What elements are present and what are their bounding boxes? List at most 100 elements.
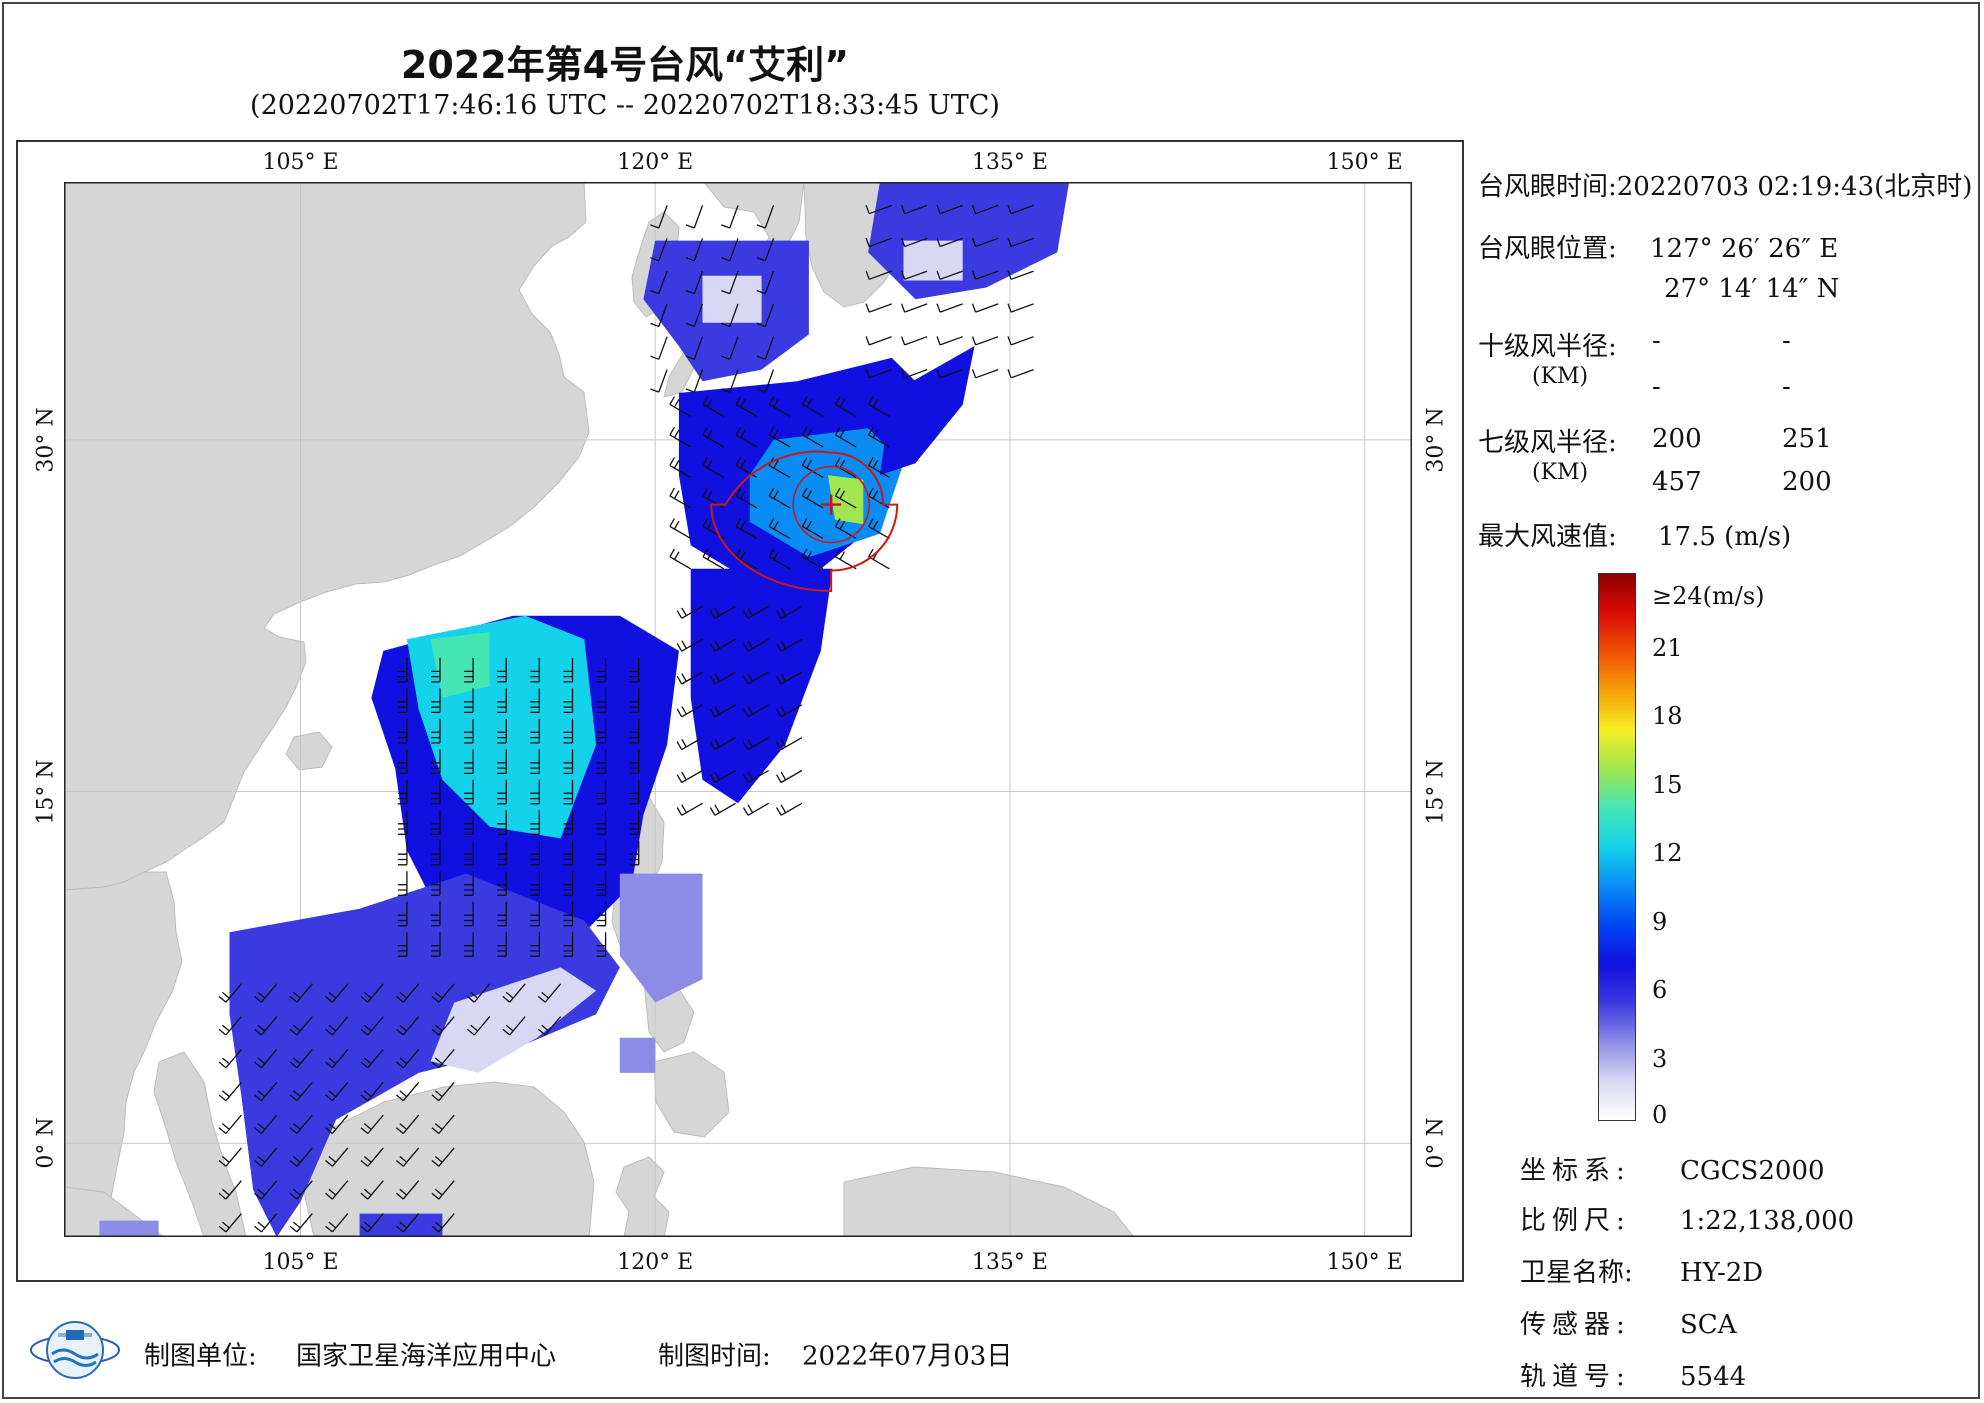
colorbar-tick-label: 0 (1652, 1101, 1668, 1129)
wind-barb (289, 1147, 313, 1167)
wind-barb (776, 769, 803, 784)
wind-barb (676, 605, 703, 619)
wind-barb (325, 1180, 349, 1200)
wind-barb (721, 303, 739, 328)
wind-barb (497, 657, 507, 683)
wind-barb (685, 238, 704, 262)
wind-barb (776, 638, 803, 652)
wind-barb (289, 1114, 313, 1134)
wind-barb (776, 704, 803, 718)
wind-barb (596, 688, 607, 714)
wind-barb (218, 1213, 242, 1233)
wind-barb (676, 638, 703, 652)
wind-barb (756, 205, 775, 229)
wind-barb (289, 1213, 313, 1233)
wind-barb (395, 1081, 420, 1102)
wind-barb (721, 336, 739, 360)
swath-patch (229, 873, 620, 1237)
wind-barb (431, 932, 441, 957)
sensor-value: SCA (1680, 1310, 1737, 1340)
wind-barb (900, 336, 928, 346)
wind-barb (431, 1114, 455, 1134)
wind-barb (563, 901, 574, 927)
wind-barb (466, 983, 491, 1003)
wind-barb (650, 369, 668, 393)
wind-barb (497, 749, 507, 775)
producer-label: 制图单位: (144, 1341, 257, 1372)
lon-label-bottom: 150° E (1326, 1250, 1403, 1275)
wind-barb (865, 303, 892, 313)
colorbar-tick-label: 15 (1652, 770, 1683, 799)
wind-barb (431, 871, 441, 896)
wind-barb (936, 368, 963, 379)
lat-label-right: 30° N (1423, 407, 1449, 473)
wind-barb (768, 548, 791, 570)
wind-barb (254, 1016, 278, 1036)
r10-unit: (KM) (1532, 364, 1589, 389)
wind-barb (530, 779, 540, 805)
wind-barb (596, 871, 607, 896)
wind-barb (709, 704, 736, 718)
wind-barb (563, 688, 574, 714)
wind-barb (742, 769, 770, 784)
wind-barb (325, 1081, 349, 1102)
wind-barb (676, 704, 703, 718)
wind-barb (530, 718, 540, 744)
max-wind-label: 最大风速值: (1478, 522, 1617, 552)
wind-barb (431, 840, 441, 866)
wind-barb (397, 901, 408, 927)
wind-barb (497, 901, 507, 927)
wind-barb (768, 518, 791, 539)
wind-barb (868, 426, 890, 448)
r10-value-nw: - (1782, 372, 1791, 402)
wind-barb (768, 426, 791, 448)
wind-barb (735, 487, 758, 509)
land-borneo (303, 1081, 595, 1237)
wind-barb (936, 303, 963, 313)
wind-barb (431, 688, 441, 714)
wind-barb (669, 426, 692, 448)
swath-patch (690, 568, 833, 804)
wind-barb (395, 1114, 420, 1134)
lon-label-bottom: 105° E (262, 1250, 339, 1275)
wind-barb (464, 810, 474, 835)
wind-barb (650, 336, 668, 360)
wind-barb (431, 779, 441, 805)
swath-patch (430, 967, 597, 1073)
wind-barb (563, 657, 574, 683)
wind-barb (530, 901, 540, 927)
wind-barb (395, 983, 420, 1003)
wind-barb (669, 487, 692, 509)
swath-patch (749, 428, 904, 558)
wind-barb (936, 237, 963, 248)
wind-barb (801, 518, 824, 539)
lat-label-right: 15° N (1423, 758, 1449, 825)
wind-barb (669, 396, 692, 417)
wind-barb (669, 548, 692, 570)
wind-barb (431, 657, 441, 683)
satellite-label: 卫星名称: (1520, 1258, 1633, 1288)
wind-barb (360, 983, 384, 1003)
wind-barb (735, 457, 758, 478)
wind-barb (865, 237, 892, 248)
sensor-label: 传感器: (1520, 1310, 1631, 1340)
wind-barb (466, 1016, 491, 1036)
eye-time-row: 台风眼时间:20220703 02:19:43(北京时) (1478, 166, 1972, 203)
land-sulawesi (615, 1156, 670, 1237)
wind-barb (530, 749, 540, 775)
wind-barb (464, 932, 474, 957)
wind-barb (900, 237, 928, 248)
wind-barb (868, 457, 890, 478)
wind-barb (464, 718, 474, 744)
wind-barb (395, 1147, 420, 1167)
wind-barb (709, 671, 736, 685)
wind-barb (325, 1114, 349, 1134)
wind-barb (629, 840, 640, 866)
wind-barb (530, 657, 540, 683)
lon-label-bottom: 135° E (971, 1250, 1048, 1275)
wind-barb (397, 871, 408, 896)
eye-position-row: 台风眼位置: 127° 26′ 26″ E (1478, 228, 1838, 265)
scale-label: 比例尺: (1520, 1206, 1631, 1236)
r10-value-ne: - (1652, 326, 1661, 356)
wind-barb (709, 802, 736, 816)
